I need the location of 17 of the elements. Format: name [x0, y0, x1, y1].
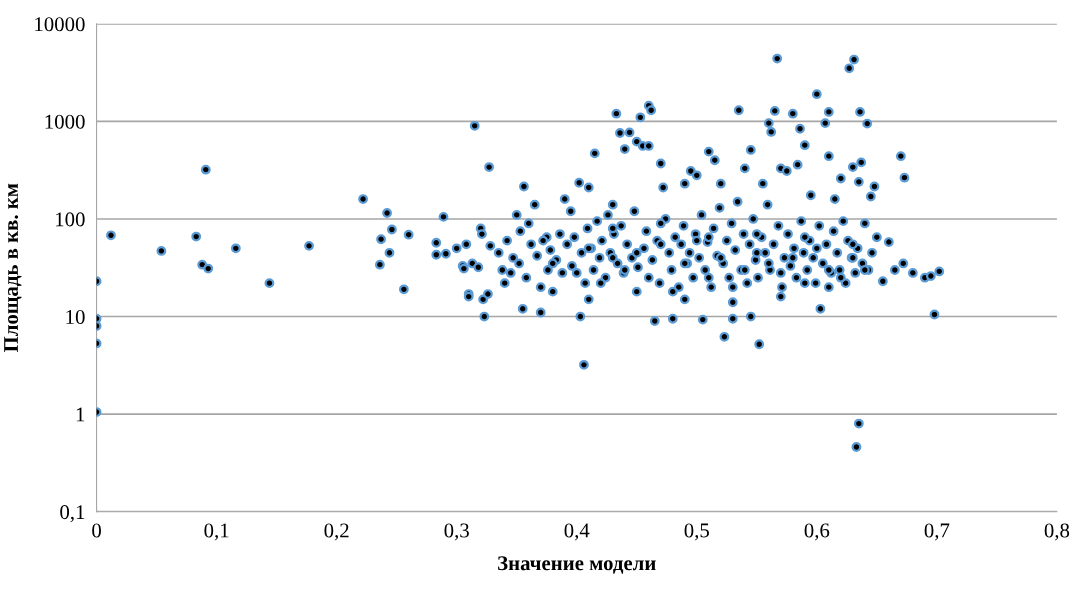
y-tick-label: 1 — [76, 407, 85, 422]
x-tick-label: 0,8 — [1044, 523, 1070, 541]
x-tick-label: 0,6 — [804, 523, 830, 541]
x-tick-label: 0,4 — [564, 523, 590, 541]
x-axis-title: Значение модели — [498, 556, 656, 574]
y-tick-label: 1000 — [45, 114, 85, 129]
y-tick-label: 0,1 — [60, 505, 85, 523]
y-axis-title: Площадь в кв. км — [4, 183, 22, 353]
y-tick-label: 10 — [66, 309, 85, 324]
x-tick-label: 0,3 — [444, 523, 469, 541]
x-tick-label: 0 — [92, 523, 101, 538]
x-tick-label: 0,5 — [684, 523, 709, 541]
y-tick-label: 100 — [56, 212, 85, 227]
x-tick-label: 0,1 — [204, 523, 229, 541]
x-tick-label: 0,2 — [324, 523, 349, 541]
x-tick-label: 0,7 — [924, 523, 950, 541]
y-tick-label: 10000 — [35, 17, 85, 32]
